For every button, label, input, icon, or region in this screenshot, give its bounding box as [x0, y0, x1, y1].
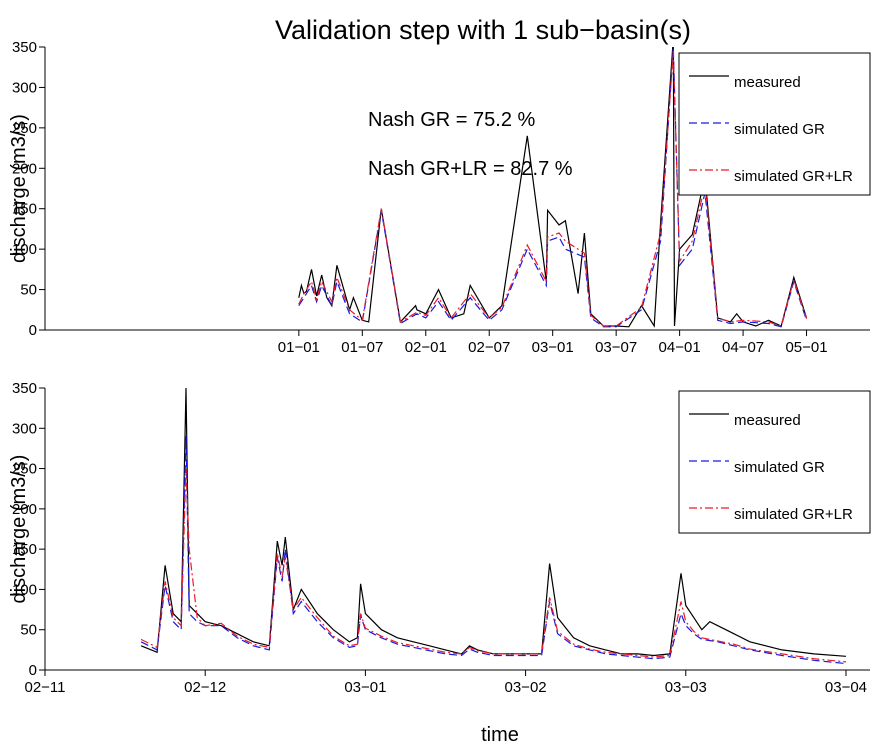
x-tick-label: 03−04: [825, 679, 867, 696]
y-axis-label: discharge (m3/s): [8, 455, 30, 604]
legend-label: simulated GR+LR: [734, 506, 853, 523]
x-tick-label: 03−03: [665, 679, 707, 696]
x-tick-label: 02−07: [468, 339, 510, 356]
x-tick-label: 02−11: [24, 679, 65, 696]
y-tick-label: 250: [12, 120, 37, 137]
y-tick-label: 50: [20, 622, 37, 639]
x-tick-label: 04−01: [659, 339, 701, 356]
y-tick-label: 200: [12, 160, 37, 177]
chart-title: Validation step with 1 sub−basin(s): [275, 15, 691, 45]
y-axis-label: discharge (m3/s): [8, 114, 30, 263]
y-tick-label: 350: [12, 39, 37, 56]
x-tick-label: 01−07: [341, 339, 383, 356]
bottom-panel: 0 50 100 150 200 250 300 350 discharge (m3/s) 02−…: [8, 380, 871, 696]
x-tick-label: 02−01: [405, 339, 447, 356]
y-tick-label: 150: [12, 541, 37, 558]
x-tick-label: 03−01: [532, 339, 574, 356]
legend-label: measured: [734, 412, 801, 429]
series-group: [298, 47, 808, 328]
y-tick-label: 50: [20, 282, 37, 299]
annotation-nash-gr-lr: Nash GR+LR = 82.7 %: [368, 158, 573, 180]
y-tick-label: 350: [12, 380, 37, 397]
y-tick-label: 0: [29, 322, 37, 339]
y-tick-label: 100: [12, 241, 37, 258]
legend-box: [678, 390, 871, 534]
series-simulated-gr: [140, 436, 847, 665]
series-simulated-gr-lr: [140, 468, 847, 663]
y-tick-label: 300: [12, 420, 37, 437]
x-tick-label: 03−01: [344, 679, 386, 696]
y-tick-label: 200: [12, 501, 37, 518]
series-group: [140, 388, 847, 665]
y-tick-label: 300: [12, 79, 37, 96]
y-tick-label: 250: [12, 461, 37, 478]
legend-label: measured: [734, 74, 801, 91]
series-simulated-gr-lr: [298, 50, 808, 327]
x-tick-label: 03−07: [595, 339, 637, 356]
x-axis-label: time: [481, 724, 519, 746]
top-panel: 0 50 100 150 200 250 300 350 discharge (m3/s) 01−…: [8, 39, 871, 356]
legend-label: simulated GR+LR: [734, 168, 853, 185]
x-tick-label: 03−02: [505, 679, 547, 696]
series-simulated-gr: [298, 47, 808, 328]
y-tick-label: 150: [12, 201, 37, 218]
x-tick-label: 04−07: [722, 339, 764, 356]
x-tick-label: 05−01: [785, 339, 827, 356]
annotation-nash-gr: Nash GR = 75.2 %: [368, 109, 536, 131]
legend-label: simulated GR: [734, 459, 825, 476]
legend-box: [678, 52, 871, 196]
x-tick-label: 02−12: [184, 679, 226, 696]
y-tick-label: 0: [29, 662, 37, 679]
x-tick-label: 01−01: [278, 339, 320, 356]
legend-label: simulated GR: [734, 121, 825, 138]
y-tick-label: 100: [12, 581, 37, 598]
